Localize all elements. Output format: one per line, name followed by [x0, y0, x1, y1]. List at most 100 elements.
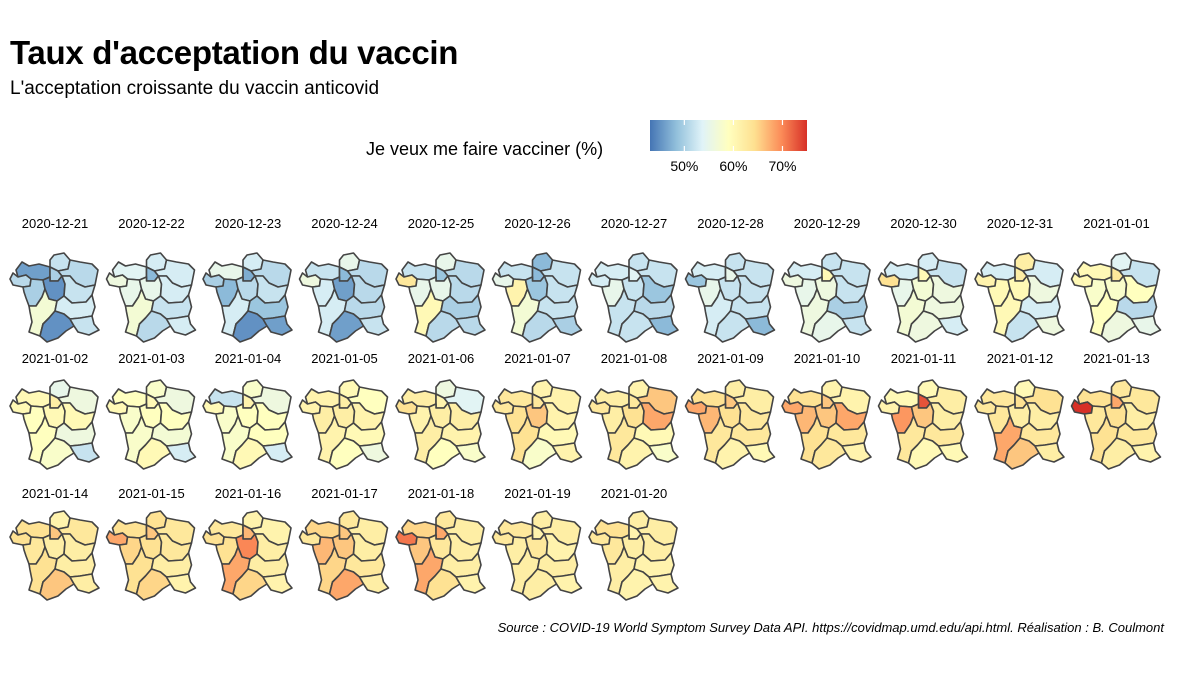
facet-date-label: 2021-01-09 [697, 351, 764, 366]
facet-date-label: 2021-01-17 [311, 486, 378, 501]
region-shape [165, 315, 197, 336]
region-shape [262, 442, 293, 463]
map-panel [588, 379, 679, 470]
region-shape [455, 573, 486, 594]
region-shape [262, 573, 293, 594]
legend-tick-label: 70% [768, 158, 797, 174]
facet-date-label: 2020-12-23 [214, 216, 282, 231]
facet-date-label: 2021-01-19 [504, 486, 571, 501]
map-panel [105, 252, 197, 343]
map-panel [298, 252, 390, 343]
region-shape [262, 315, 293, 336]
map-panel [1070, 379, 1162, 470]
map-panel [105, 510, 197, 601]
facet-date-label: 2021-01-12 [986, 351, 1054, 366]
region-shape [165, 573, 197, 594]
facet-date-label: 2020-12-26 [504, 216, 571, 231]
facet-date-label: 2021-01-02 [21, 351, 89, 366]
region-shape [937, 315, 969, 336]
region-shape [69, 573, 100, 594]
region-shape [841, 442, 872, 463]
map-panel [395, 379, 486, 470]
facet-date-label: 2021-01-03 [118, 351, 185, 366]
facet-date-label: 2021-01-15 [118, 486, 185, 501]
region-shape [165, 442, 197, 463]
region-shape [551, 315, 583, 336]
map-panel [974, 252, 1065, 343]
region-shape [358, 573, 390, 594]
map-panel [877, 379, 969, 470]
map-panel [1070, 252, 1162, 343]
map-panel [9, 379, 100, 470]
map-panel [105, 379, 197, 470]
region-shape [1034, 442, 1065, 463]
map-panel [588, 252, 679, 343]
facet-date-label: 2021-01-05 [311, 351, 378, 366]
map-panel [877, 252, 969, 343]
map-panel [298, 510, 390, 601]
facet-date-label: 2020-12-27 [600, 216, 668, 231]
map-panel [395, 510, 486, 601]
facet-date-label: 2021-01-10 [793, 351, 861, 366]
map-panel [491, 252, 583, 343]
facet-date-label: 2021-01-07 [504, 351, 571, 366]
region-shape [358, 442, 390, 463]
facet-date-label: 2020-12-29 [793, 216, 861, 231]
region-shape [455, 315, 486, 336]
map-panel [781, 252, 872, 343]
facet-date-label: 2021-01-06 [407, 351, 475, 366]
facet-date-label: 2021-01-16 [214, 486, 282, 501]
legend-tick-label: 50% [670, 158, 699, 174]
facet-date-label: 2020-12-21 [21, 216, 89, 231]
legend-title: Je veux me faire vacciner (%) [366, 139, 604, 159]
region-shape [648, 442, 679, 463]
region-shape [69, 442, 100, 463]
chart-subtitle: L'acceptation croissante du vaccin antic… [10, 78, 380, 99]
region-shape [69, 315, 100, 336]
facet-date-label: 2021-01-14 [21, 486, 89, 501]
map-panel [395, 252, 486, 343]
region-shape [551, 573, 583, 594]
facet-date-label: 2020-12-31 [986, 216, 1054, 231]
map-panel [202, 510, 293, 601]
map-panel [781, 379, 872, 470]
region-shape [648, 573, 679, 594]
region-shape [937, 442, 969, 463]
facet-date-label: 2020-12-25 [407, 216, 475, 231]
region-shape [1130, 315, 1162, 336]
map-panel [202, 379, 293, 470]
map-panel [202, 252, 293, 343]
region-shape [1130, 442, 1162, 463]
legend-colorbar [650, 120, 807, 151]
facet-date-label: 2020-12-22 [118, 216, 185, 231]
map-panel [9, 510, 100, 601]
map-panel [684, 379, 776, 470]
facet-date-label: 2021-01-01 [1083, 216, 1150, 231]
facet-date-label: 2021-01-20 [600, 486, 668, 501]
map-panel [684, 252, 776, 343]
region-shape [551, 442, 583, 463]
region-shape [841, 315, 872, 336]
region-shape [455, 442, 486, 463]
map-panel [491, 379, 583, 470]
region-shape [1034, 315, 1065, 336]
map-panel [9, 252, 100, 343]
map-panel [298, 379, 390, 470]
facet-date-label: 2021-01-13 [1083, 351, 1150, 366]
facet-date-label: 2021-01-08 [600, 351, 668, 366]
map-panel [974, 379, 1065, 470]
region-shape [358, 315, 390, 336]
region-shape [744, 442, 776, 463]
facet-date-label: 2021-01-11 [890, 351, 957, 366]
facet-date-label: 2021-01-18 [407, 486, 475, 501]
facet-date-label: 2021-01-04 [214, 351, 282, 366]
region-shape [648, 315, 679, 336]
facet-date-label: 2020-12-30 [890, 216, 957, 231]
facet-date-label: 2020-12-28 [697, 216, 764, 231]
source-caption: Source : COVID-19 World Symptom Survey D… [497, 620, 1164, 635]
legend-tick-label: 60% [719, 158, 748, 174]
facet-date-label: 2020-12-24 [311, 216, 378, 231]
chart-title: Taux d'acceptation du vaccin [10, 34, 459, 71]
map-panel [491, 510, 583, 601]
